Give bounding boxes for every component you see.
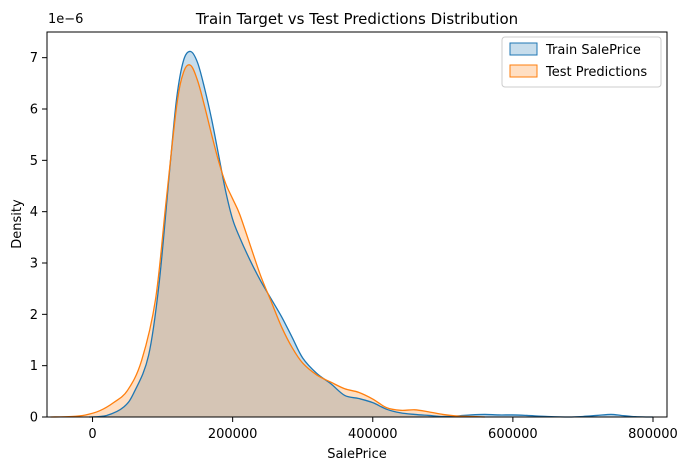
- x-axis-label: SalePrice: [327, 447, 387, 462]
- series-line-0: [88, 50, 653, 418]
- series-fill-1: [50, 64, 485, 417]
- y-tick-label: 2: [30, 308, 38, 323]
- y-tick-label: 6: [30, 103, 38, 118]
- x-tick-label: 0: [88, 427, 96, 442]
- y-tick-label: 5: [30, 154, 38, 169]
- x-tick-label: 600000: [488, 427, 538, 442]
- legend-label-1: Test Predictions: [545, 65, 647, 80]
- y-tick-label: 4: [30, 205, 38, 220]
- series-fill-0: [89, 51, 653, 418]
- y-tick-label: 1: [30, 359, 38, 374]
- chart-title: Train Target vs Test Predictions Distrib…: [195, 10, 518, 28]
- x-tick-label: 400000: [348, 427, 398, 442]
- legend-swatch-1: [509, 64, 538, 78]
- y-tick-label: 0: [30, 411, 38, 426]
- y-tick-label: 7: [30, 51, 38, 66]
- legend: Train SalePrice Test Predictions: [501, 36, 662, 88]
- plot-frame: [46, 31, 668, 418]
- legend-label-0: Train SalePrice: [545, 43, 641, 58]
- x-axis-ticks: 0 200000 400000 600000 800000: [88, 417, 678, 442]
- y-axis-ticks: 0 1 2 3 4 5 6 7: [30, 51, 47, 426]
- series-fills: [50, 51, 653, 418]
- series-line-1: [50, 64, 485, 418]
- x-tick-label: 200000: [208, 427, 258, 442]
- legend-box: [501, 36, 662, 88]
- series-lines: [50, 50, 653, 418]
- y-axis-label: Density: [10, 199, 25, 249]
- y-axis-offset-text: 1e−6: [48, 12, 83, 27]
- x-tick-label: 800000: [628, 427, 678, 442]
- y-tick-label: 3: [30, 257, 38, 272]
- legend-swatch-0: [509, 42, 538, 56]
- legend-items: Train SalePrice Test Predictions: [509, 42, 647, 80]
